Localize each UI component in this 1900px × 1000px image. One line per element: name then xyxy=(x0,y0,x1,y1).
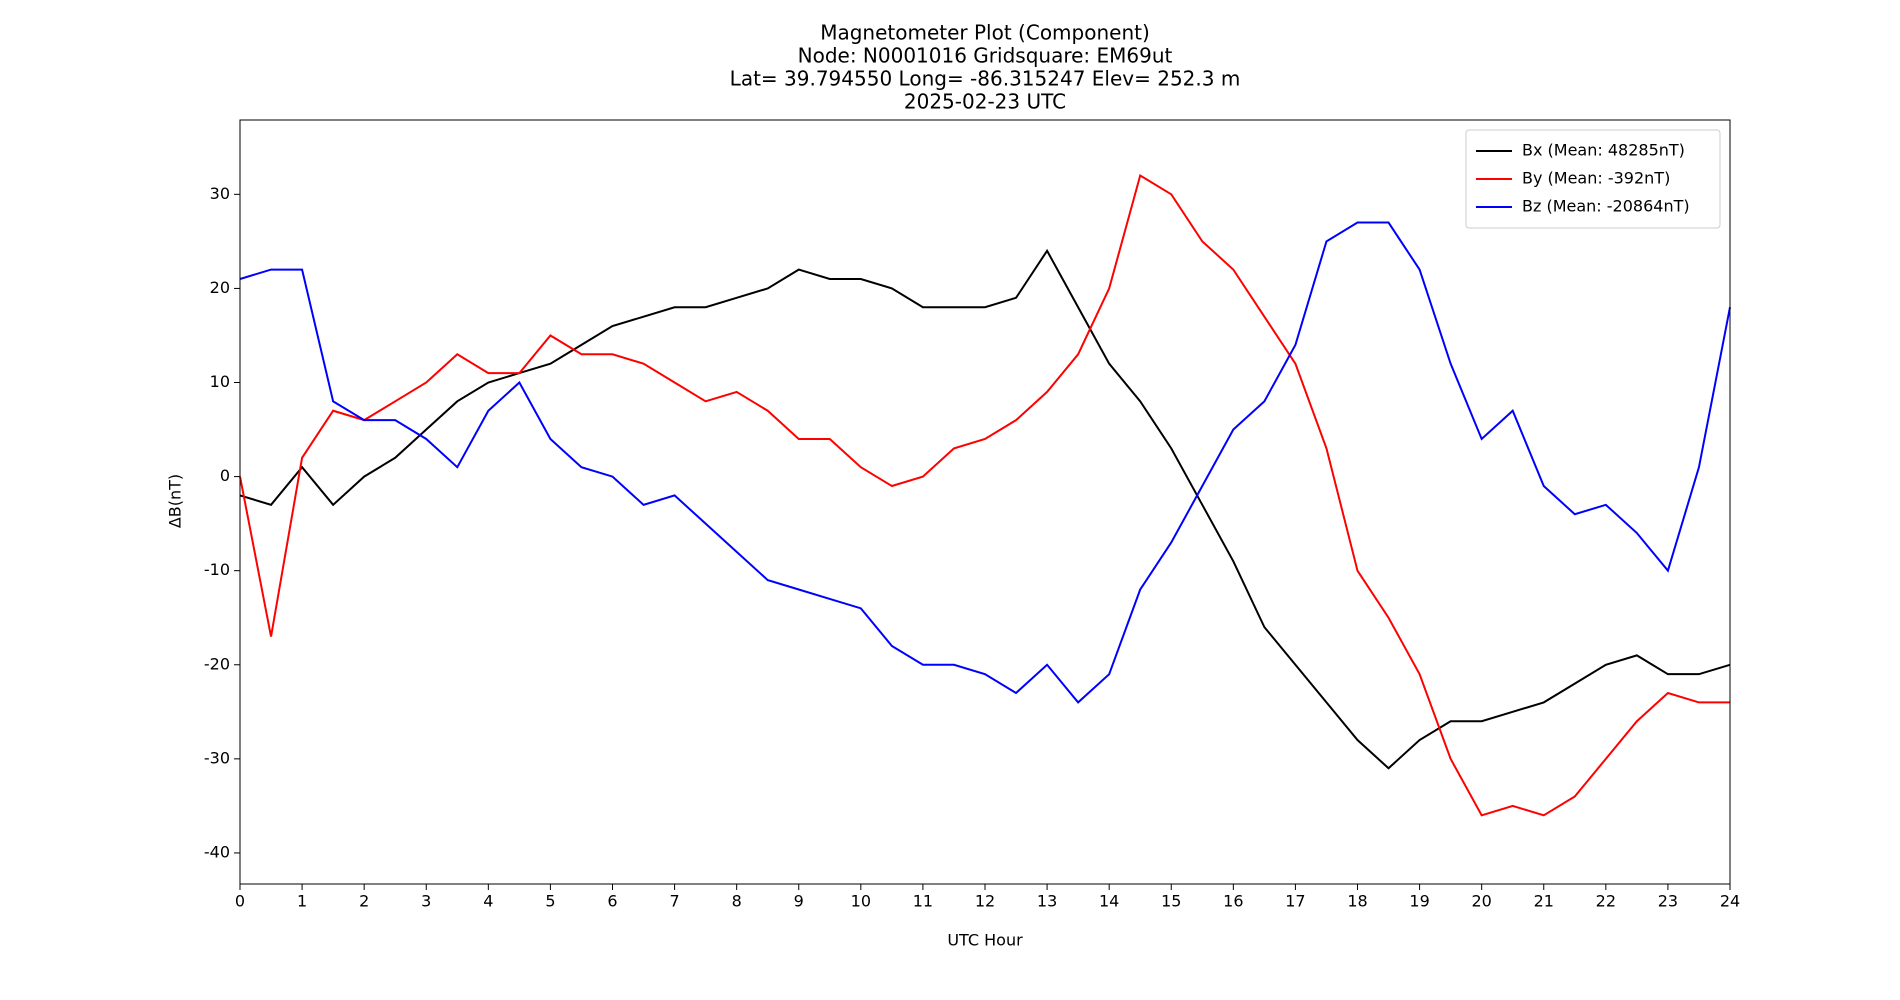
x-tick-label: 17 xyxy=(1285,892,1305,911)
y-tick-label: 30 xyxy=(210,184,230,203)
title: Lat= 39.794550 Long= -86.315247 Elev= 25… xyxy=(730,67,1241,91)
x-tick-label: 19 xyxy=(1409,892,1429,911)
y-tick-label: -40 xyxy=(204,842,230,861)
x-tick-label: 0 xyxy=(235,892,245,911)
x-tick-label: 8 xyxy=(732,892,742,911)
x-tick-label: 5 xyxy=(545,892,555,911)
plot-frame xyxy=(239,119,1731,885)
x-tick-label: 20 xyxy=(1471,892,1491,911)
x-tick-label: 15 xyxy=(1161,892,1181,911)
legend-label: By (Mean: -392nT) xyxy=(1522,169,1670,188)
x-tick-label: 23 xyxy=(1658,892,1678,911)
x-tick-label: 11 xyxy=(913,892,933,911)
x-tick-label: 21 xyxy=(1534,892,1554,911)
y-axis-label: ΔB(nT) xyxy=(166,474,185,528)
title: Magnetometer Plot (Component) xyxy=(820,21,1150,45)
y-tick-label: -10 xyxy=(204,560,230,579)
x-tick-label: 16 xyxy=(1223,892,1243,911)
x-axis-label: UTC Hour xyxy=(947,931,1023,950)
x-tick-label: 4 xyxy=(483,892,493,911)
x-tick-label: 1 xyxy=(297,892,307,911)
legend-label: Bz (Mean: -20864nT) xyxy=(1522,197,1690,216)
x-tick-label: 6 xyxy=(607,892,617,911)
series-line xyxy=(239,248,1731,770)
series-line xyxy=(239,221,1731,704)
y-tick-label: -30 xyxy=(204,748,230,767)
x-tick-label: 18 xyxy=(1347,892,1367,911)
x-tick-label: 10 xyxy=(851,892,871,911)
title: 2025-02-23 UTC xyxy=(904,90,1066,114)
x-tick-label: 3 xyxy=(421,892,431,911)
x-tick-label: 14 xyxy=(1099,892,1119,911)
x-tick-label: 24 xyxy=(1720,892,1740,911)
x-tick-label: 9 xyxy=(794,892,804,911)
y-tick-label: -20 xyxy=(204,654,230,673)
y-tick-label: 10 xyxy=(210,372,230,391)
legend-label: Bx (Mean: 48285nT) xyxy=(1522,141,1685,160)
series-line xyxy=(239,173,1730,817)
legend-box xyxy=(1465,129,1721,229)
y-tick-label: 0 xyxy=(220,466,230,485)
y-tick-label: 20 xyxy=(210,278,230,297)
x-tick-label: 2 xyxy=(359,892,369,911)
x-tick-label: 13 xyxy=(1037,892,1057,911)
title: Node: N0001016 Gridsquare: EM69ut xyxy=(798,44,1173,68)
x-tick-label: 12 xyxy=(975,892,995,911)
x-tick-label: 22 xyxy=(1596,892,1616,911)
x-tick-label: 7 xyxy=(669,892,679,911)
